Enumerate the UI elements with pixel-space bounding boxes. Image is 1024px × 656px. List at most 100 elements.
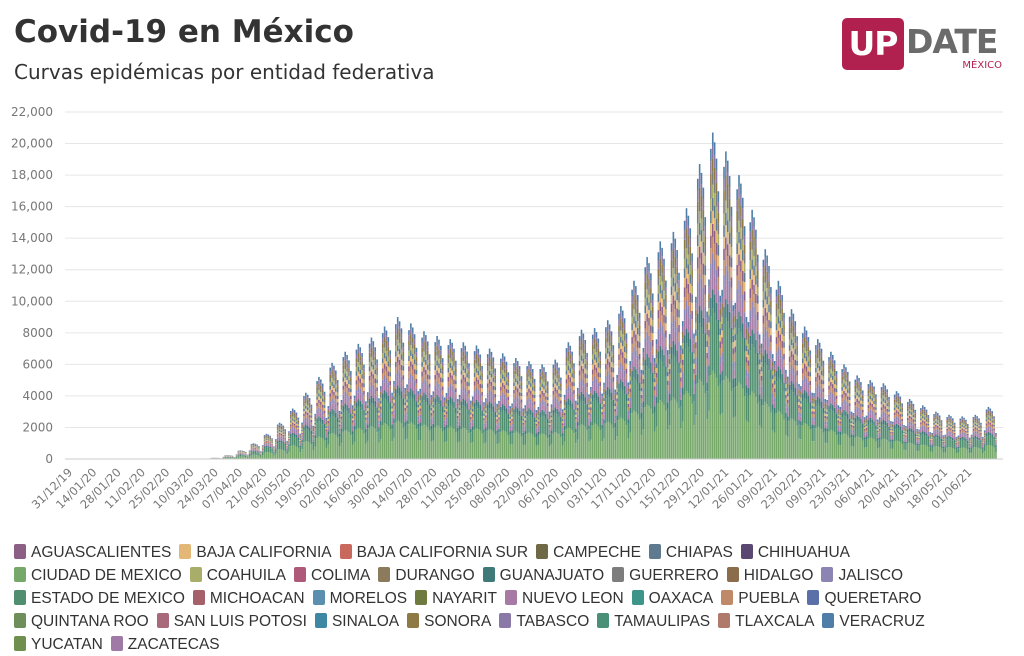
bar-segment: [785, 373, 787, 377]
bar-segment: [376, 407, 378, 413]
bar-segment: [538, 419, 540, 421]
bar-segment: [658, 269, 660, 277]
bar-segment: [622, 391, 624, 419]
bar-segment: [380, 389, 382, 392]
bar-segment: [363, 410, 365, 416]
bar-segment: [425, 426, 427, 459]
bar-segment: [652, 300, 654, 307]
bar-segment: [556, 363, 558, 367]
bar-segment: [509, 417, 511, 419]
bar-segment: [404, 402, 406, 405]
bar-segment: [823, 384, 825, 388]
bar-segment: [744, 396, 746, 459]
bar-segment: [689, 339, 691, 353]
bar-segment: [526, 396, 528, 401]
bar-segment: [294, 412, 296, 414]
bar-segment: [322, 396, 324, 399]
bar-segment: [534, 388, 536, 391]
bar-segment: [401, 370, 403, 377]
bar-segment: [693, 334, 695, 339]
bar-segment: [384, 390, 386, 398]
bar-segment: [365, 406, 367, 408]
bar-segment: [637, 347, 639, 355]
bar-segment: [504, 385, 506, 389]
bar-segment: [635, 300, 637, 307]
bar-segment: [809, 381, 811, 385]
bar-segment: [691, 270, 693, 278]
bar-segment: [449, 373, 451, 378]
bar-segment: [468, 386, 470, 390]
bar-segment: [590, 399, 592, 402]
bar-segment: [566, 375, 568, 379]
bar-segment: [395, 335, 397, 340]
bar-segment: [866, 416, 868, 418]
bar-segment: [361, 387, 363, 392]
bar-segment: [543, 375, 545, 379]
bar-segment: [496, 413, 498, 415]
bar-segment: [530, 383, 532, 387]
bar-segment: [652, 293, 654, 300]
bar-segment: [613, 382, 615, 388]
bar-segment: [434, 375, 436, 380]
bar-segment: [699, 323, 701, 379]
bar-segment: [419, 418, 421, 422]
bar-segment: [753, 275, 755, 285]
bar-segment: [376, 363, 378, 367]
bar-segment: [444, 442, 446, 459]
bar-segment: [521, 403, 523, 407]
bar-segment: [603, 386, 605, 389]
bar-segment: [656, 404, 658, 427]
bar-segment: [455, 388, 457, 392]
bar-segment: [301, 423, 303, 424]
bar-segment: [386, 341, 388, 346]
bar-segment: [468, 363, 470, 367]
bar-segment: [866, 447, 868, 459]
bar-segment: [556, 382, 558, 386]
bar-segment: [331, 382, 333, 386]
bar-segment: [228, 457, 230, 458]
bar-segment: [271, 443, 273, 444]
bar-segment: [560, 387, 562, 390]
bar-segment: [517, 397, 519, 402]
bar-segment: [770, 321, 772, 328]
bar-segment: [324, 400, 326, 403]
bar-segment: [594, 365, 596, 370]
bar-segment: [839, 415, 841, 417]
bar-segment: [318, 437, 320, 459]
bar-segment: [584, 378, 586, 384]
bar-segment: [618, 331, 620, 337]
bar-segment: [384, 337, 386, 342]
bar-segment: [736, 189, 738, 200]
bar-segment: [753, 246, 755, 256]
bar-segment: [821, 390, 823, 396]
bar-segment: [744, 352, 746, 396]
bar-segment: [558, 375, 560, 379]
bar-segment: [521, 393, 523, 396]
bar-segment: [410, 340, 412, 345]
bar-segment: [286, 448, 288, 449]
bar-segment: [864, 431, 866, 433]
bar-segment: [341, 425, 343, 429]
bar-segment: [571, 430, 573, 459]
bar-segment: [845, 411, 847, 417]
bar-segment: [279, 440, 281, 442]
bar-segment: [281, 428, 283, 429]
bar-segment: [421, 367, 423, 372]
bar-segment: [834, 402, 836, 408]
bar-segment: [395, 362, 397, 367]
bar-segment: [292, 425, 294, 428]
bar-segment: [712, 253, 714, 269]
bar-segment: [487, 388, 489, 393]
bar-segment: [824, 421, 826, 424]
bar-segment: [253, 447, 255, 448]
bar-segment: [644, 407, 646, 459]
bar-segment: [459, 426, 461, 430]
bar-segment: [266, 434, 268, 435]
bar-segment: [470, 415, 472, 417]
bar-segment: [423, 347, 425, 352]
bar-segment: [269, 448, 271, 452]
bar-segment: [832, 363, 834, 367]
bar-segment: [618, 392, 620, 420]
bar-segment: [834, 414, 836, 433]
bar-segment: [294, 418, 296, 420]
